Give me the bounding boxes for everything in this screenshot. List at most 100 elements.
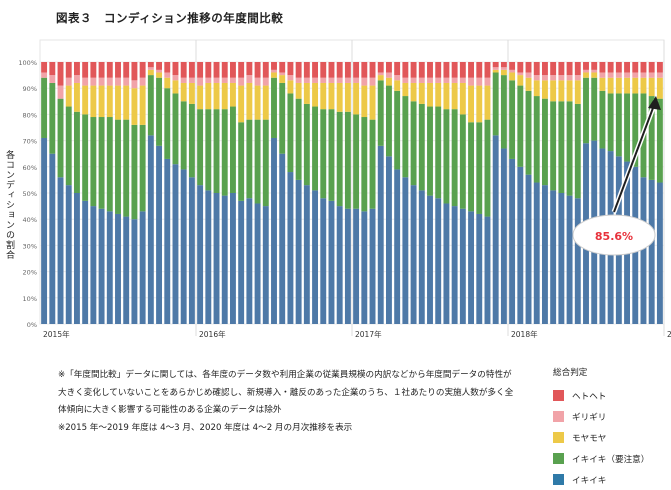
y-tick-label: 30% [23,242,37,250]
bar-segment [221,82,228,110]
bar-segment [500,148,507,324]
bar-segment [221,77,228,83]
bar-segment [73,62,80,76]
bar-segment [509,80,516,159]
bar-segment [402,177,409,324]
bar-segment [82,62,89,78]
bar-segment [632,72,639,78]
bar-segment [172,62,179,76]
bar-segment [57,62,64,86]
bar-segment [147,67,154,70]
bar-segment [41,62,48,73]
annotation-bubble [572,214,656,256]
bar-segment [328,109,335,201]
bar-segment [180,62,187,78]
bar-segment [205,77,212,83]
bar-segment [525,174,532,324]
bar-segment [344,82,351,112]
y-tick-label: 50% [23,190,37,198]
bar-segment [73,111,80,193]
bar-segment [492,69,499,73]
bar-segment [287,80,294,94]
legend-swatch [553,453,564,464]
bar-segment [656,72,663,78]
bar-segment [353,62,360,78]
bar-segment [607,77,614,94]
bar-segment [574,62,581,76]
bar-segment [583,72,589,78]
bar-segment [164,77,171,89]
legend-item-hetoheto: ヘトヘト [553,385,649,406]
bar-segment [541,98,548,186]
bar-segment [353,114,360,209]
bar-segment [328,82,335,110]
bar-segment [624,72,631,78]
bar-segment [566,101,573,196]
bar-segment [98,208,105,324]
bar-segment [328,62,335,78]
bar-segment [443,82,450,110]
bar-segment [262,77,269,86]
bar-segment [484,85,491,120]
bar-segment [509,69,516,73]
x-year-label: 2015年 [43,329,70,339]
footnotes: ※「年度間比較」データに関しては、各年度のデータ数や利用企業の従業員規模の内訳な… [58,367,558,437]
bar-segment [451,206,458,324]
bar-segment [459,62,466,78]
bar-segment [410,77,417,83]
bar-segment [451,77,458,83]
bar-segment [65,106,72,186]
bar-segment [320,62,327,78]
bar-segment [188,177,195,324]
bar-segment [344,111,351,209]
bar-segment [624,77,631,94]
y-tick-label: 20% [23,269,37,277]
bar-segment [271,62,277,70]
bar-segment [427,82,433,107]
bar-segment [410,82,417,102]
bar-segment [517,62,524,73]
bar-segment [344,208,351,324]
bar-segment [353,208,360,324]
y-tick-label: 0% [27,321,37,329]
bar-segment [57,177,64,324]
bar-segment [197,62,204,78]
bar-segment [336,206,343,324]
bar-segment [303,77,310,83]
bar-segment [271,77,277,138]
bar-segment [131,124,138,220]
bar-segment [369,85,376,120]
chart-title: 図表３ コンディション推移の年度間比較 [56,11,284,25]
bar-segment [262,85,269,120]
bar-segment [90,206,97,324]
bar-segment [385,156,392,324]
y-tick-label: 70% [23,138,37,146]
bar-segment [295,77,302,83]
bar-segment [188,77,195,83]
bar-segment [492,135,499,324]
bar-segment [229,82,236,107]
bar-segment [468,85,475,123]
bar-segment [435,62,442,78]
bar-segment [459,77,466,83]
bar-segment [82,77,89,86]
bar-segment [648,179,655,324]
bar-segment [106,117,113,212]
legend-label: イキイキ [572,475,607,486]
bar-segment [484,119,491,217]
x-year-label: 2016年 [199,329,226,339]
annotation-label: 85.6% [595,230,633,243]
bar-segment [197,109,204,186]
bar-segment [566,62,573,76]
bar-segment [656,77,663,99]
bar-segment [238,122,245,201]
bar-segment [131,88,138,125]
annotation-arrow [613,99,657,213]
bar-segment [131,219,138,324]
bar-segment [402,96,409,178]
bar-segment [492,62,499,68]
bar-segment [123,216,130,324]
bar-segment [98,62,105,78]
bar-segment [180,169,187,324]
bar-segment [361,77,368,86]
